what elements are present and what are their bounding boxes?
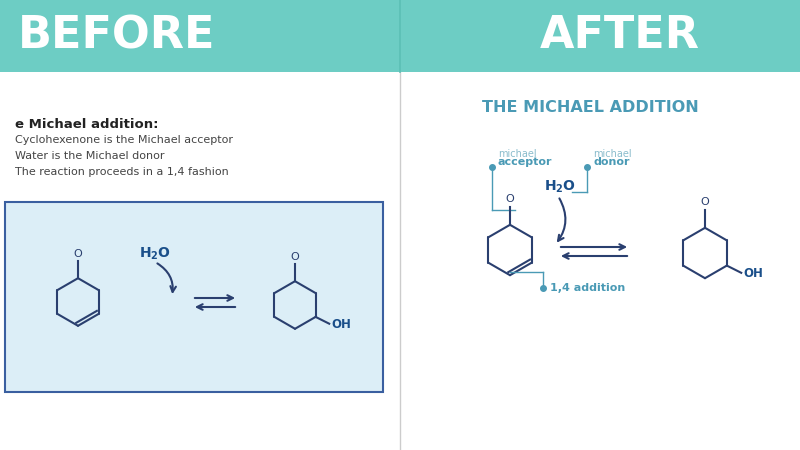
FancyBboxPatch shape [5,202,383,392]
Text: The reaction proceeds in a 1,4 fashion: The reaction proceeds in a 1,4 fashion [15,167,229,177]
Text: michael: michael [498,149,537,159]
Text: 1,4 addition: 1,4 addition [550,283,626,293]
Text: Water is the Michael donor: Water is the Michael donor [15,151,165,161]
Text: THE MICHAEL ADDITION: THE MICHAEL ADDITION [482,100,698,116]
Text: O: O [506,194,514,204]
Text: OH: OH [331,318,350,331]
Text: e Michael addition:: e Michael addition: [15,117,158,130]
Text: O: O [701,197,710,207]
Text: michael: michael [593,149,632,159]
Text: Cyclohexenone is the Michael acceptor: Cyclohexenone is the Michael acceptor [15,135,233,145]
Text: donor: donor [593,157,630,167]
Text: O: O [290,252,299,261]
Text: $\mathbf{H_2O}$: $\mathbf{H_2O}$ [139,246,171,262]
Text: AFTER: AFTER [540,14,700,58]
Text: O: O [74,249,82,259]
FancyBboxPatch shape [0,0,800,72]
Text: acceptor: acceptor [498,157,553,167]
Text: OH: OH [743,267,763,280]
Text: $\mathbf{H_2O}$: $\mathbf{H_2O}$ [544,179,576,195]
Text: BEFORE: BEFORE [18,14,215,58]
